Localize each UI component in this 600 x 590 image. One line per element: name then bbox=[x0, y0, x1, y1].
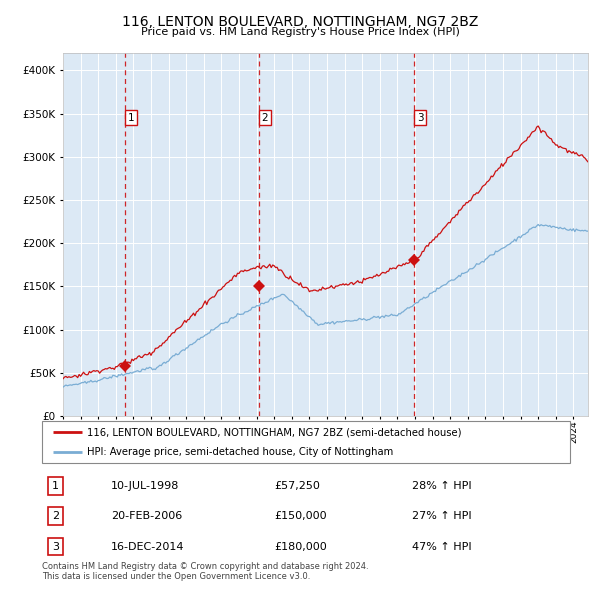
FancyBboxPatch shape bbox=[42, 421, 570, 463]
Text: 116, LENTON BOULEVARD, NOTTINGHAM, NG7 2BZ: 116, LENTON BOULEVARD, NOTTINGHAM, NG7 2… bbox=[122, 15, 478, 29]
Text: 116, LENTON BOULEVARD, NOTTINGHAM, NG7 2BZ (semi-detached house): 116, LENTON BOULEVARD, NOTTINGHAM, NG7 2… bbox=[87, 427, 461, 437]
Text: 10-JUL-1998: 10-JUL-1998 bbox=[110, 481, 179, 491]
Text: Price paid vs. HM Land Registry's House Price Index (HPI): Price paid vs. HM Land Registry's House … bbox=[140, 27, 460, 37]
Text: 2: 2 bbox=[262, 113, 268, 123]
Text: £180,000: £180,000 bbox=[274, 542, 327, 552]
Text: HPI: Average price, semi-detached house, City of Nottingham: HPI: Average price, semi-detached house,… bbox=[87, 447, 393, 457]
Text: 3: 3 bbox=[52, 542, 59, 552]
Text: 47% ↑ HPI: 47% ↑ HPI bbox=[412, 542, 471, 552]
Text: 3: 3 bbox=[417, 113, 424, 123]
Text: This data is licensed under the Open Government Licence v3.0.: This data is licensed under the Open Gov… bbox=[42, 572, 310, 581]
Text: 2: 2 bbox=[52, 512, 59, 522]
Text: Contains HM Land Registry data © Crown copyright and database right 2024.: Contains HM Land Registry data © Crown c… bbox=[42, 562, 368, 571]
Text: £57,250: £57,250 bbox=[274, 481, 320, 491]
Text: 1: 1 bbox=[128, 113, 134, 123]
Text: 1: 1 bbox=[52, 481, 59, 491]
Text: 16-DEC-2014: 16-DEC-2014 bbox=[110, 542, 184, 552]
Text: 28% ↑ HPI: 28% ↑ HPI bbox=[412, 481, 471, 491]
Text: 27% ↑ HPI: 27% ↑ HPI bbox=[412, 512, 471, 522]
Text: 20-FEB-2006: 20-FEB-2006 bbox=[110, 512, 182, 522]
Text: £150,000: £150,000 bbox=[274, 512, 327, 522]
